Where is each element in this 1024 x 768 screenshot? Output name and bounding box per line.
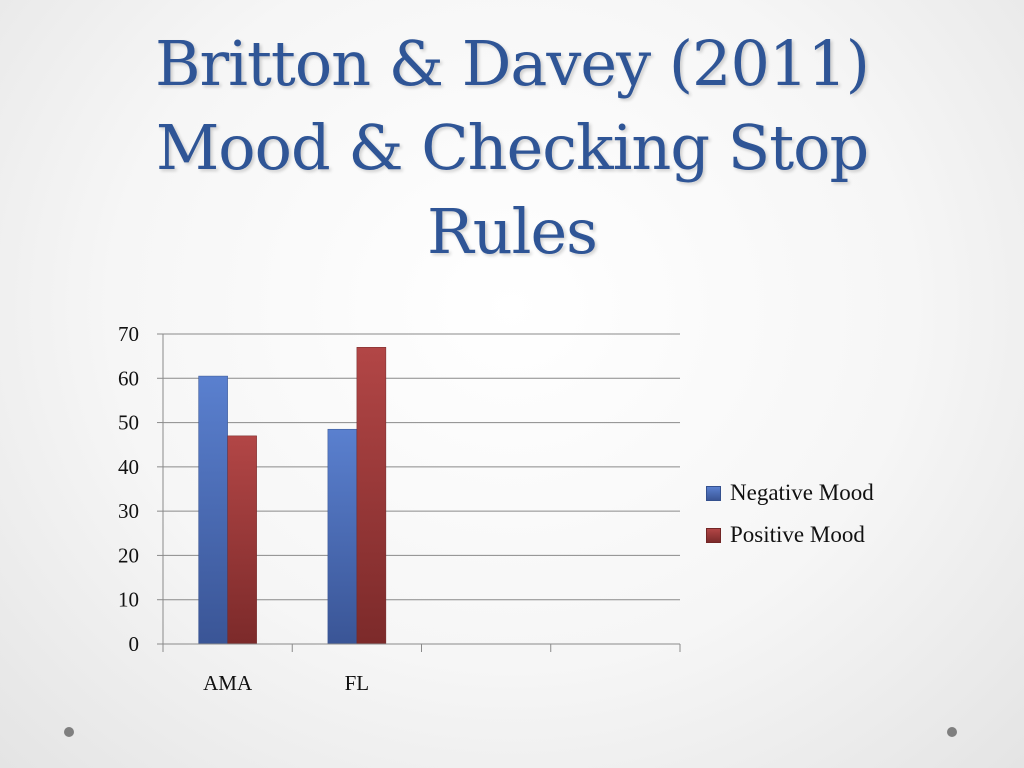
legend-label-positive: Positive Mood — [730, 522, 865, 547]
x-category-label: AMA — [203, 671, 253, 695]
legend-item-negative-mood: Negative Mood — [706, 472, 874, 514]
legend-label-negative: Negative Mood — [730, 480, 874, 505]
bar-positive-mood-ama — [227, 435, 257, 645]
left-bullet-dot — [64, 727, 74, 737]
title-line-3: Rules — [427, 195, 598, 268]
title-line-2: Mood & Checking Stop — [155, 111, 869, 184]
y-tick-label: 70 — [118, 322, 139, 346]
legend-swatch-negative — [706, 485, 721, 501]
bar-negative-mood-ama — [198, 375, 228, 645]
legend-item-positive-mood: Positive Mood — [706, 514, 874, 556]
bar-positive-mood-fl — [356, 347, 387, 645]
slide-title: Britton & Davey (2011) Mood & Checking S… — [40, 22, 984, 274]
y-tick-label: 40 — [118, 455, 139, 479]
y-tick-label: 20 — [118, 543, 139, 567]
chart-legend: Negative Mood Positive Mood — [706, 472, 874, 556]
bar-negative-mood-fl — [327, 428, 358, 645]
y-tick-label: 10 — [118, 588, 139, 612]
right-bullet-dot — [947, 727, 957, 737]
y-tick-label: 60 — [118, 366, 139, 390]
legend-swatch-positive — [706, 527, 721, 543]
x-category-label: FL — [345, 671, 370, 695]
y-tick-label: 50 — [118, 411, 139, 435]
y-tick-label: 30 — [118, 499, 139, 523]
y-tick-label: 0 — [129, 632, 140, 656]
title-line-1: Britton & Davey (2011) — [154, 27, 870, 100]
